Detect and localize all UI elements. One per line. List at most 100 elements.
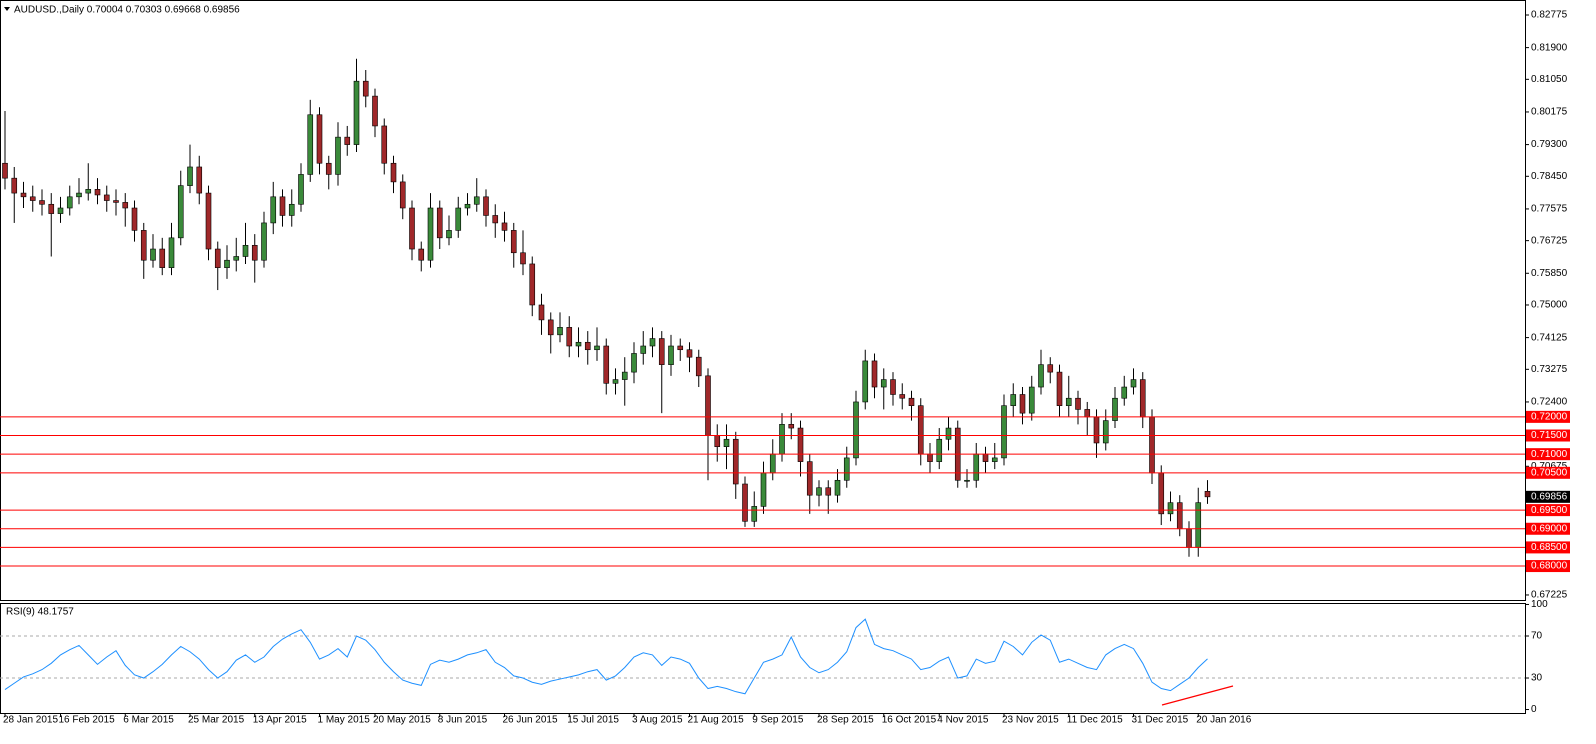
candle-body <box>270 196 277 224</box>
y-tick-label: 0.73275 <box>1531 364 1568 375</box>
x-tick-label: 20 May 2015 <box>373 715 431 726</box>
level-label: 0.71000 <box>1531 449 1568 460</box>
candle-body <box>20 192 27 198</box>
y-tick-label: 0.70675 <box>1531 461 1568 472</box>
y-tick-label: 0.75000 <box>1531 300 1568 311</box>
candle-body <box>29 196 36 201</box>
level-label-box <box>1526 560 1570 573</box>
x-tick-label: 8 Jun 2015 <box>438 715 488 726</box>
candle-body <box>1121 386 1128 399</box>
candle-body <box>612 379 619 384</box>
candle-body <box>1130 379 1137 388</box>
candle-body <box>677 345 684 351</box>
candle-body <box>113 200 119 203</box>
x-tick-label: 31 Dec 2015 <box>1132 715 1189 726</box>
candle-body <box>298 174 304 205</box>
candle-body <box>862 360 869 403</box>
level-label-box <box>1526 448 1570 461</box>
level-label: 0.69500 <box>1531 505 1568 516</box>
candle-body <box>94 189 101 196</box>
level-label-box <box>1526 522 1570 535</box>
candle-body <box>917 405 924 455</box>
candle-body <box>621 371 628 380</box>
candle-body <box>769 453 776 474</box>
candle-body <box>1028 386 1035 414</box>
rsi-frame <box>0 603 1526 714</box>
candle-body <box>1019 394 1026 414</box>
candle-body <box>529 263 536 306</box>
x-tick-label: 21 Aug 2015 <box>688 715 745 726</box>
candle-body <box>806 461 813 496</box>
x-tick-label: 1 May 2015 <box>318 715 371 726</box>
candle-body <box>853 401 859 459</box>
candle-body <box>557 327 563 336</box>
candle-body <box>418 248 425 261</box>
x-tick-label: 9 Sep 2015 <box>752 715 804 726</box>
level-label: 0.68000 <box>1531 561 1568 572</box>
level-label: 0.69000 <box>1531 523 1568 534</box>
candle-body <box>446 230 452 239</box>
candle-body <box>150 248 156 261</box>
candle-body <box>1084 409 1091 418</box>
x-tick-label: 28 Sep 2015 <box>817 715 874 726</box>
candle-body <box>1010 394 1017 406</box>
candle-body <box>1186 528 1192 548</box>
level-label-box <box>1526 541 1570 554</box>
y-tick-label: 0.78450 <box>1531 171 1568 182</box>
x-tick-label: 26 Jun 2015 <box>503 715 558 726</box>
level-label: 0.72000 <box>1531 412 1568 423</box>
candle-body <box>899 394 906 399</box>
candle-body <box>436 207 443 239</box>
candle-body <box>1149 416 1155 474</box>
x-tick-label: 23 Nov 2015 <box>1002 715 1059 726</box>
candle-body <box>288 203 295 216</box>
level-label: 0.70500 <box>1531 467 1568 478</box>
candle-body <box>381 125 388 164</box>
candle-body <box>1038 364 1044 388</box>
candle-body <box>927 453 933 462</box>
x-tick-label: 28 Jan 2015 <box>3 715 58 726</box>
candle-body <box>871 360 878 388</box>
candle-body <box>214 248 221 268</box>
x-tick-label: 15 Jul 2015 <box>567 715 619 726</box>
candle-body <box>788 424 795 429</box>
candle-body <box>492 215 499 224</box>
y-tick-label: 0.74125 <box>1531 332 1568 343</box>
last-price-label: 0.69856 <box>1531 491 1568 502</box>
candle-body <box>39 200 45 205</box>
candle-body <box>1139 379 1146 418</box>
x-tick-label: 3 Aug 2015 <box>632 715 683 726</box>
candle-body <box>1204 491 1211 498</box>
candle-body <box>732 438 739 485</box>
candle-body <box>316 114 323 164</box>
x-tick-label: 20 Jan 2016 <box>1196 715 1251 726</box>
candle-body <box>473 196 480 205</box>
candle-body <box>187 166 193 186</box>
x-tick-label: 16 Oct 2015 <box>882 715 937 726</box>
x-tick-label: 25 Mar 2015 <box>188 715 245 726</box>
trend-line <box>1161 685 1234 706</box>
level-label-box <box>1526 429 1570 442</box>
candle-body <box>76 192 82 198</box>
candle-body <box>57 207 64 214</box>
candle-body <box>66 196 73 209</box>
candle-body <box>251 244 258 261</box>
y-tick-label: 0.81050 <box>1531 74 1568 85</box>
candle-body <box>982 453 989 462</box>
candle-body <box>991 457 998 462</box>
candle-body <box>1075 397 1081 410</box>
candle-body <box>880 379 887 388</box>
candle-body <box>2 162 8 179</box>
candle-body <box>390 162 397 183</box>
candle-body <box>890 379 896 395</box>
last-price-box <box>1526 490 1570 503</box>
y-tick-label: 0.82775 <box>1531 10 1568 21</box>
candle-body <box>1056 371 1063 406</box>
candle-body <box>1112 397 1118 421</box>
candle-body <box>48 203 55 214</box>
candle-body <box>584 341 591 351</box>
y-tick-label: 0.80175 <box>1531 107 1568 118</box>
candle-body <box>140 230 147 261</box>
candle-body <box>372 95 378 127</box>
